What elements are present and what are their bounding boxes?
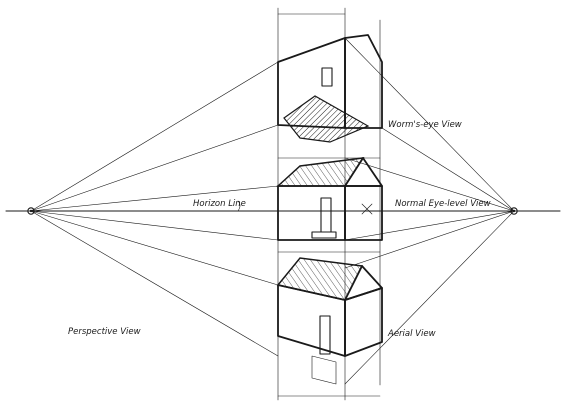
worms-eye-door	[321, 67, 333, 87]
eye-level-step	[311, 231, 337, 239]
aerial-label: Aerial View	[387, 329, 436, 339]
worms-eye-house	[277, 34, 383, 143]
worms-eye-floor	[283, 95, 370, 143]
eye-level-door	[320, 197, 332, 233]
right-construction-lines	[344, 37, 515, 385]
aerial-door	[319, 315, 331, 355]
left-construction-lines	[30, 61, 279, 357]
normal-eye-label: Normal Eye-level View	[395, 199, 491, 209]
perspective-label: Perspective View	[68, 327, 141, 337]
aerial-roof	[276, 257, 364, 301]
eye-level-house	[276, 157, 383, 241]
worms-eye-label: Worm's-eye View	[388, 120, 462, 130]
horizon-label: Horizon Line	[193, 199, 246, 209]
eye-level-roof	[276, 157, 365, 187]
aerial-house	[276, 257, 383, 385]
